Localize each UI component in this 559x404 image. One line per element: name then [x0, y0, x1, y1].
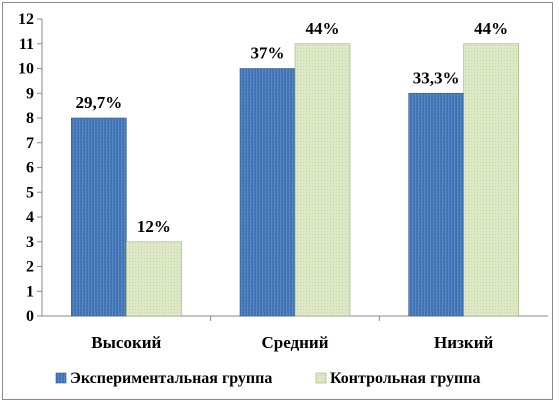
y-tick-label: 12 — [18, 11, 34, 28]
y-tick-label: 4 — [26, 209, 34, 226]
bar-control — [463, 43, 519, 317]
bar-experimental — [408, 92, 464, 317]
bar-experimental — [239, 68, 296, 317]
x-category-label: Средний — [261, 333, 328, 352]
y-tick-label: 6 — [26, 160, 34, 177]
bar-control — [294, 43, 351, 317]
y-tick-label: 7 — [26, 135, 34, 152]
y-tick-label: 9 — [26, 85, 34, 102]
y-tick-label: 3 — [26, 234, 34, 251]
x-category-label: Высокий — [91, 333, 161, 352]
y-tick-label: 1 — [26, 283, 34, 300]
data-label: 37% — [251, 44, 285, 63]
legend-label: Экспериментальная группа — [70, 370, 272, 387]
bar-control — [126, 241, 182, 317]
data-label: 12% — [137, 217, 171, 236]
y-tick-label: 10 — [18, 61, 34, 78]
y-tick-label: 0 — [26, 308, 34, 325]
data-label: 44% — [306, 19, 340, 38]
y-tick-label: 11 — [19, 36, 34, 53]
y-tick-label: 5 — [26, 184, 34, 201]
data-label: 44% — [474, 19, 508, 38]
legend-swatch — [315, 372, 327, 384]
bar-experimental — [71, 117, 127, 317]
data-label: 33,3% — [413, 68, 460, 87]
legend-label: Контрольная группа — [330, 370, 480, 387]
legend-swatch — [55, 372, 67, 384]
data-label: 29,7% — [75, 93, 122, 112]
y-tick-label: 2 — [26, 259, 34, 276]
x-category-label: Низкий — [434, 333, 493, 352]
y-tick-label: 8 — [26, 110, 34, 127]
